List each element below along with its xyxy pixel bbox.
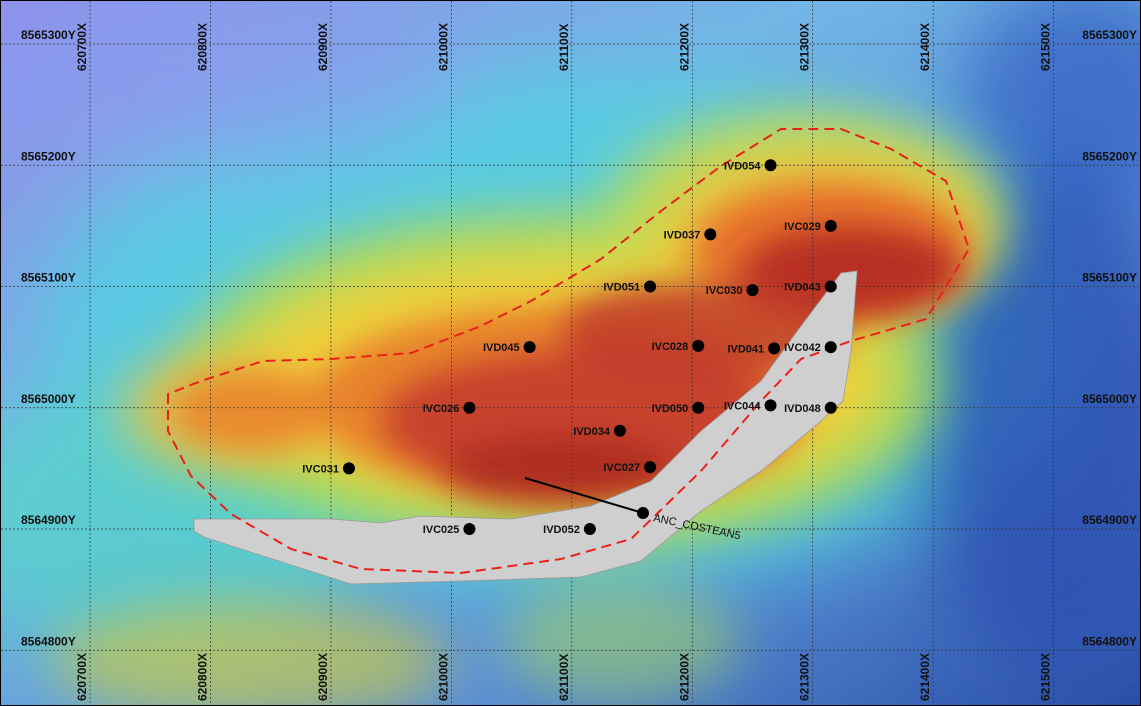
easting-label-top: 621200X — [677, 23, 691, 71]
northing-label-left: 8565000Y — [21, 392, 76, 406]
drillhole-marker[interactable] — [824, 280, 837, 293]
easting-label-bottom: 621100X — [557, 654, 571, 701]
drillhole[interactable]: IVD050 — [652, 401, 705, 415]
easting-label-top: 621100X — [557, 24, 571, 71]
drillhole-marker[interactable] — [644, 280, 657, 293]
easting-label-top: 620900X — [316, 23, 330, 71]
drillhole[interactable]: IVC042 — [784, 341, 837, 354]
drillhole-label: IVC027 — [603, 462, 640, 474]
trench-polygon[interactable] — [193, 270, 858, 585]
drillhole-marker[interactable] — [764, 399, 777, 412]
drillhole-marker[interactable] — [644, 461, 657, 474]
drillhole-label: IVD051 — [603, 282, 640, 294]
drillhole-label: IVD037 — [664, 229, 701, 241]
drillhole[interactable]: IVD052 — [543, 523, 596, 536]
drillhole-label: IVC029 — [784, 221, 821, 233]
northing-label-right: 8565000Y — [1082, 392, 1137, 406]
drillhole-marker[interactable] — [764, 159, 777, 172]
easting-label-bottom: 621200X — [677, 653, 691, 701]
drillhole[interactable]: IVD045 — [483, 341, 536, 354]
drillhole[interactable]: IVC027 — [603, 461, 657, 474]
drillhole-marker[interactable] — [824, 219, 837, 232]
easting-label-bottom: 621000X — [436, 653, 450, 701]
drillhole-label: IVD034 — [573, 426, 611, 438]
drillhole-marker[interactable] — [463, 401, 476, 414]
northing-label-left: 8565200Y — [21, 149, 76, 163]
drillhole-label: IVD045 — [483, 342, 520, 354]
drillhole-label: IVC044 — [724, 400, 762, 412]
easting-label-top: 621400X — [918, 23, 932, 71]
drillhole-marker[interactable] — [613, 424, 626, 437]
drillhole-marker[interactable] — [523, 341, 536, 354]
drillhole-label: IVD052 — [543, 524, 580, 536]
easting-label-top: 621500X — [1039, 23, 1053, 71]
easting-label-bottom: 620700X — [75, 653, 89, 701]
drillhole-label: IVC026 — [423, 403, 460, 415]
northing-label-right: 8565200Y — [1082, 149, 1137, 163]
easting-label-bottom: 621300X — [798, 653, 812, 701]
drillhole-marker[interactable] — [746, 284, 759, 297]
easting-label-bottom: 621500X — [1039, 653, 1053, 701]
northing-label-left: 8564800Y — [21, 634, 76, 648]
easting-label-bottom: 621400X — [918, 653, 932, 701]
drillhole[interactable]: IVD048 — [784, 401, 837, 415]
drillhole-label: IVC031 — [302, 463, 339, 475]
drillhole-marker[interactable] — [824, 401, 837, 414]
drillhole[interactable]: IVC029 — [784, 219, 837, 233]
costean-collar[interactable] — [637, 507, 649, 519]
axis-labels: 620700X 620700X 620800X 620800X 620900X 62090… — [21, 23, 1137, 701]
northing-label-left: 8564900Y — [21, 513, 76, 527]
easting-label-top: 620800X — [195, 23, 209, 71]
drillhole-label: IVC030 — [706, 285, 743, 297]
northing-label-right: 8564800Y — [1082, 634, 1137, 648]
drillhole[interactable]: IVC044 — [724, 399, 777, 412]
drillhole-label: IVC042 — [784, 342, 821, 354]
easting-label-bottom: 620900X — [316, 653, 330, 701]
northing-label-right: 8564900Y — [1082, 513, 1137, 527]
drillhole[interactable]: IVD041 — [727, 342, 781, 355]
drillhole-label: IVD050 — [652, 403, 689, 415]
drillhole-label: IVD043 — [784, 282, 821, 294]
drillhole-marker[interactable] — [704, 228, 717, 241]
easting-label-top: 620700X — [75, 23, 89, 71]
drillhole-label: IVD048 — [784, 403, 821, 415]
costean-line — [524, 477, 644, 514]
drillholes-layer: IVD054 IVC029 IVD037 IVD051 IVC030 IVD043 IVD0… — [302, 159, 837, 536]
drillhole[interactable]: IVC031 — [302, 462, 355, 475]
easting-label-top: 621000X — [436, 23, 450, 71]
drillhole[interactable]: IVC028 — [652, 339, 705, 353]
northing-label-right: 8565300Y — [1082, 28, 1137, 42]
northing-label-left: 8565100Y — [21, 271, 76, 285]
northing-label-right: 8565100Y — [1082, 271, 1137, 285]
easting-label-bottom: 620800X — [195, 653, 209, 701]
drillhole-marker[interactable] — [824, 341, 837, 354]
drillhole[interactable]: IVD043 — [784, 280, 837, 294]
drillhole-label: IVC025 — [423, 524, 460, 536]
drillhole[interactable]: IVD037 — [664, 228, 717, 241]
drillhole-marker[interactable] — [463, 523, 476, 535]
easting-label-top: 621300X — [798, 23, 812, 71]
northing-label-left: 8565300Y — [21, 28, 76, 42]
drillhole[interactable]: IVD034 — [573, 424, 626, 438]
drillhole-marker[interactable] — [583, 523, 596, 535]
drillhole[interactable]: IVD051 — [603, 280, 657, 294]
drillhole[interactable]: IVD054 — [724, 159, 777, 172]
drillhole[interactable]: IVC030 — [706, 284, 759, 297]
drillhole-label: IVD041 — [727, 343, 764, 355]
drillhole-label: IVC028 — [652, 341, 689, 353]
drillhole[interactable]: IVC026 — [423, 401, 476, 415]
drillhole-marker[interactable] — [342, 462, 355, 475]
drillhole[interactable]: IVC025 — [423, 523, 476, 536]
drillhole-marker[interactable] — [768, 342, 781, 355]
drillhole-marker[interactable] — [692, 339, 705, 352]
drillhole-label: IVD054 — [724, 160, 762, 172]
anomaly-boundary[interactable] — [167, 128, 971, 575]
drillhole-marker[interactable] — [692, 401, 705, 414]
